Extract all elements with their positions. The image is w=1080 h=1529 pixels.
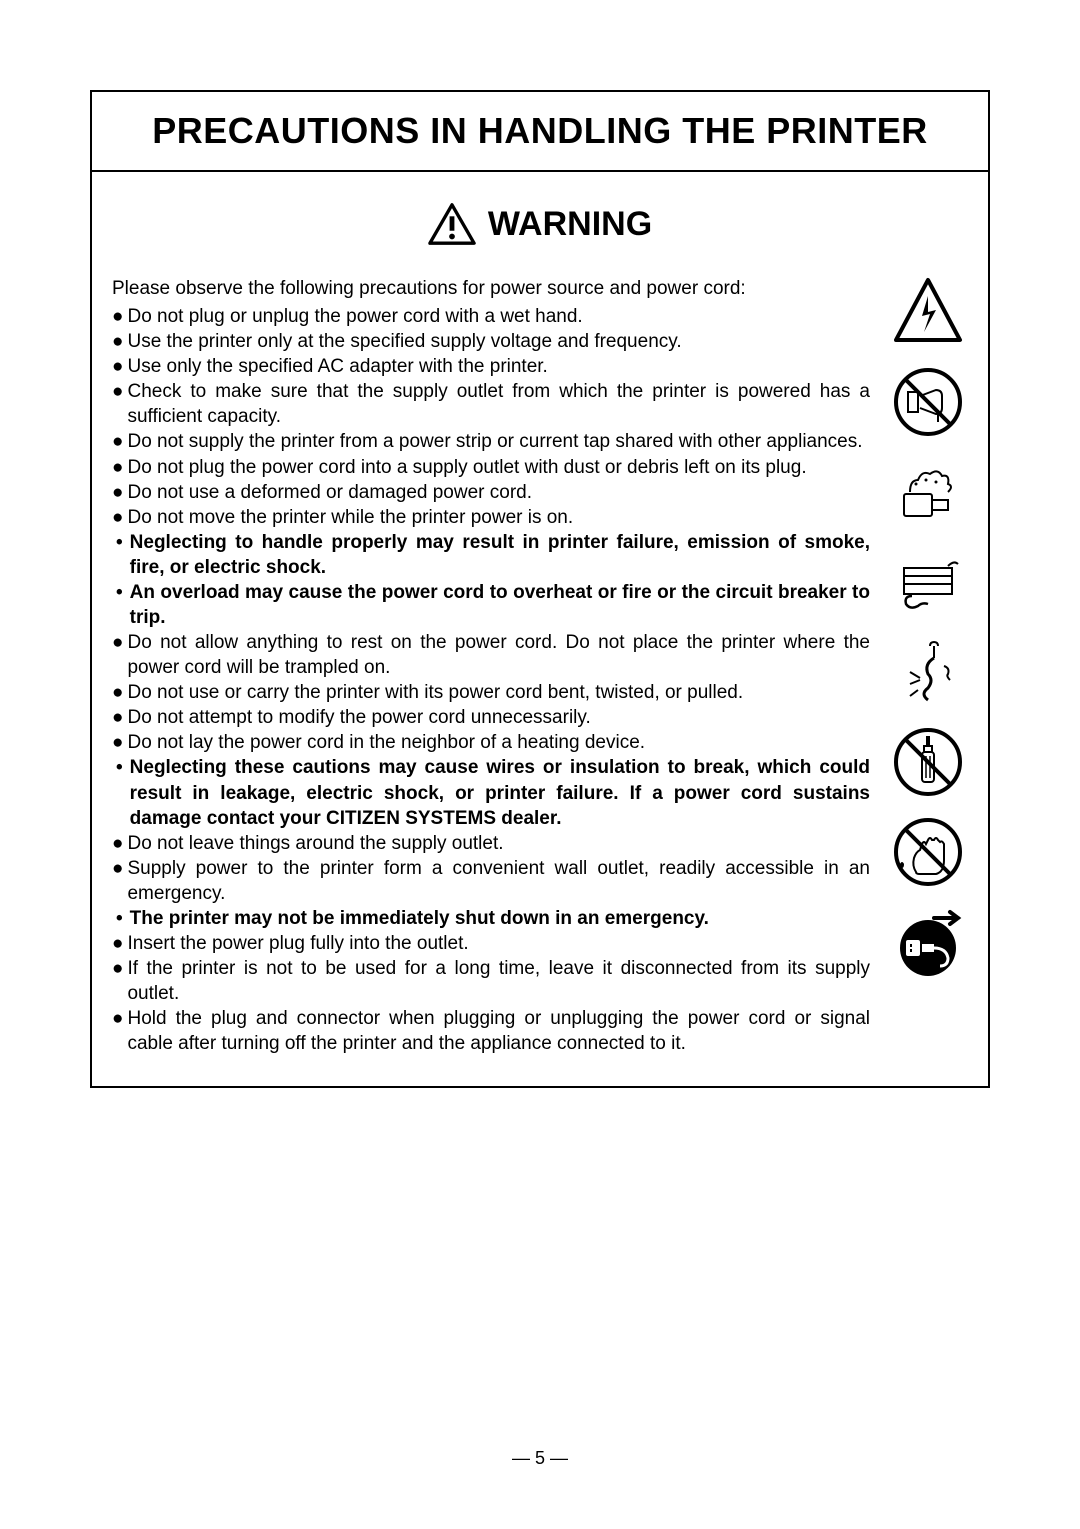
bullet-item: ●Do not move the printer while the print… bbox=[112, 505, 870, 530]
bullet-marker: ● bbox=[112, 705, 123, 730]
sub-bullet-marker: • bbox=[116, 755, 123, 780]
bullet-item: ●Use only the specified AC adapter with … bbox=[112, 354, 870, 379]
sub-bullet-marker: • bbox=[116, 530, 123, 555]
bullet-text: Use the printer only at the specified su… bbox=[127, 329, 870, 354]
bullet-item: ●Do not use or carry the printer with it… bbox=[112, 680, 870, 705]
bullet-marker: ● bbox=[112, 455, 123, 480]
bullet-text: If the printer is not to be used for a l… bbox=[127, 956, 870, 1006]
text-column: Please observe the following precautions… bbox=[112, 276, 870, 1056]
dust-plug-icon bbox=[892, 456, 964, 528]
bullet-marker: ● bbox=[112, 304, 123, 329]
main-content-box: PRECAUTIONS IN HANDLING THE PRINTER WARN… bbox=[90, 90, 990, 1088]
bullet-text: Do not leave things around the supply ou… bbox=[127, 831, 870, 856]
sub-bullet-item: • An overload may cause the power cord to… bbox=[112, 580, 870, 630]
bullet-item: ●Hold the plug and connector when pluggi… bbox=[112, 1006, 870, 1056]
bullet-text: Do not attempt to modify the power cord … bbox=[127, 705, 870, 730]
bullet-text: Do not plug or unplug the power cord wit… bbox=[127, 304, 870, 329]
bullet-marker: ● bbox=[112, 856, 123, 881]
bullet-text: Insert the power plug fully into the out… bbox=[127, 931, 870, 956]
bullet-item: ●Insert the power plug fully into the ou… bbox=[112, 931, 870, 956]
warning-triangle-icon bbox=[428, 202, 476, 246]
page-title: PRECAUTIONS IN HANDLING THE PRINTER bbox=[112, 110, 968, 152]
sub-bullet-text: The printer may not be immediately shut … bbox=[130, 906, 870, 931]
bullet-marker: ● bbox=[112, 956, 123, 981]
bullet-item: ●Do not use a deformed or damaged power … bbox=[112, 480, 870, 505]
unplug-icon bbox=[892, 906, 964, 978]
title-section: PRECAUTIONS IN HANDLING THE PRINTER bbox=[92, 92, 988, 172]
intro-text: Please observe the following precautions… bbox=[112, 276, 870, 301]
bullet-item: ●If the printer is not to be used for a … bbox=[112, 956, 870, 1006]
bullet-marker: ● bbox=[112, 630, 123, 655]
bullet-text: Do not plug the power cord into a supply… bbox=[127, 455, 870, 480]
no-disassembly-icon bbox=[892, 726, 964, 798]
sub-bullet-item: • Neglecting these cautions may cause wir… bbox=[112, 755, 870, 830]
bullet-marker: ● bbox=[112, 480, 123, 505]
bullet-text: Use only the specified AC adapter with t… bbox=[127, 354, 870, 379]
bullet-item: ●Do not allow anything to rest on the po… bbox=[112, 630, 870, 680]
bullet-item: ●Do not attempt to modify the power cord… bbox=[112, 705, 870, 730]
bullet-item: ●Do not supply the printer from a power … bbox=[112, 429, 870, 454]
warning-header: WARNING bbox=[112, 202, 968, 246]
sub-bullet-marker: • bbox=[116, 580, 123, 605]
twisted-cord-icon bbox=[892, 636, 964, 708]
sub-bullet-text: Neglecting these cautions may cause wire… bbox=[130, 755, 870, 830]
bullet-marker: ● bbox=[112, 505, 123, 530]
no-wet-hand-icon bbox=[892, 816, 964, 888]
sub-bullet-text: An overload may cause the power cord to … bbox=[130, 580, 870, 630]
bullet-marker: ● bbox=[112, 680, 123, 705]
bullet-marker: ● bbox=[112, 1006, 123, 1031]
bullet-item: ●Do not leave things around the supply o… bbox=[112, 831, 870, 856]
bullet-item: ●Do not plug or unplug the power cord wi… bbox=[112, 304, 870, 329]
bullet-text: Check to make sure that the supply outle… bbox=[127, 379, 870, 429]
warning-label: WARNING bbox=[488, 205, 652, 244]
bullet-text: Hold the plug and connector when pluggin… bbox=[127, 1006, 870, 1056]
bullet-text: Do not use or carry the printer with its… bbox=[127, 680, 870, 705]
bullet-text: Do not lay the power cord in the neighbo… bbox=[127, 730, 870, 755]
cord-under-object-icon bbox=[892, 546, 964, 618]
icons-column bbox=[888, 276, 968, 1056]
bullet-text: Supply power to the printer form a conve… bbox=[127, 856, 870, 906]
bullet-item: ●Do not lay the power cord in the neighb… bbox=[112, 730, 870, 755]
no-power-strip-icon bbox=[892, 366, 964, 438]
page-container: PRECAUTIONS IN HANDLING THE PRINTER WARN… bbox=[0, 0, 1080, 1138]
bullet-marker: ● bbox=[112, 354, 123, 379]
bullet-text: Do not use a deformed or damaged power c… bbox=[127, 480, 870, 505]
bullet-marker: ● bbox=[112, 931, 123, 956]
sub-bullet-item: • Neglecting to handle properly may resul… bbox=[112, 530, 870, 580]
body-content: Please observe the following precautions… bbox=[112, 276, 968, 1056]
sub-bullet-item: • The printer may not be immediately shut… bbox=[112, 906, 870, 931]
bullet-item: ●Do not plug the power cord into a suppl… bbox=[112, 455, 870, 480]
sub-bullet-text: Neglecting to handle properly may result… bbox=[130, 530, 870, 580]
bullet-marker: ● bbox=[112, 730, 123, 755]
precaution-list: ●Do not plug or unplug the power cord wi… bbox=[112, 304, 870, 1056]
page-number: — 5 — bbox=[0, 1448, 1080, 1469]
bullet-marker: ● bbox=[112, 429, 123, 454]
content-section: WARNING Please observe the following pre… bbox=[92, 172, 988, 1086]
bullet-item: ●Use the printer only at the specified s… bbox=[112, 329, 870, 354]
bullet-item: ●Supply power to the printer form a conv… bbox=[112, 856, 870, 906]
bullet-item: ●Check to make sure that the supply outl… bbox=[112, 379, 870, 429]
bullet-marker: ● bbox=[112, 831, 123, 856]
bullet-marker: ● bbox=[112, 379, 123, 404]
electrical-hazard-icon bbox=[892, 276, 964, 348]
bullet-text: Do not move the printer while the printe… bbox=[127, 505, 870, 530]
sub-bullet-marker: • bbox=[116, 906, 123, 931]
bullet-text: Do not allow anything to rest on the pow… bbox=[127, 630, 870, 680]
bullet-marker: ● bbox=[112, 329, 123, 354]
bullet-text: Do not supply the printer from a power s… bbox=[127, 429, 870, 454]
